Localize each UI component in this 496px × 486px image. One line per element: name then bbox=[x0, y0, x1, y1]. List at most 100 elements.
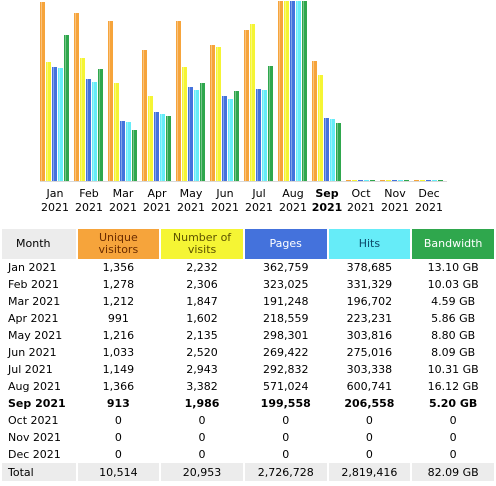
table-row: Jan 2021 1,356 2,232 362,759 378,685 13.10 GB bbox=[2, 259, 494, 276]
x-tick-month: Jan bbox=[46, 187, 64, 200]
bar-pages bbox=[52, 67, 57, 181]
bar-bandwidth bbox=[438, 180, 443, 181]
cell-unique-visitors: 1,366 bbox=[102, 380, 135, 393]
bar-highlight bbox=[161, 114, 162, 181]
monthly-history-chart: Jan2021Feb2021Mar2021Apr2021May2021Jun20… bbox=[40, 1, 447, 214]
cell-pages: 323,025 bbox=[262, 278, 309, 291]
bar-hits bbox=[262, 90, 267, 181]
bar-unique-visitors bbox=[312, 61, 317, 181]
bar-bandwidth bbox=[336, 123, 341, 181]
bar-highlight bbox=[47, 62, 48, 181]
bar-pages bbox=[222, 96, 227, 181]
bar-highlight bbox=[331, 119, 332, 181]
cell-visits: 0 bbox=[198, 414, 206, 427]
bar-hits bbox=[364, 180, 369, 181]
bar-unique-visitors bbox=[210, 45, 215, 181]
bar-hits bbox=[398, 180, 403, 181]
bar-pages bbox=[188, 87, 193, 181]
bar-visits bbox=[352, 180, 357, 181]
x-tick-year: 2021 bbox=[415, 201, 443, 214]
cell-pages: 0 bbox=[282, 414, 290, 427]
cell-hits: 331,329 bbox=[346, 278, 393, 291]
x-tick-year: 2021 bbox=[177, 201, 205, 214]
x-tick-month: Sep bbox=[315, 187, 338, 200]
cell-pages: 292,832 bbox=[262, 363, 309, 376]
cell-pages: 0 bbox=[282, 448, 290, 461]
cell-month: Aug 2021 bbox=[8, 380, 61, 393]
bar-highlight bbox=[303, 1, 304, 181]
bar-pages bbox=[256, 89, 261, 181]
bar-bandwidth bbox=[166, 116, 171, 181]
cell-month: Jun 2021 bbox=[8, 346, 57, 359]
cell-hits: 0 bbox=[365, 431, 373, 444]
cell-visits: 1,602 bbox=[186, 312, 218, 325]
bar-bandwidth bbox=[268, 66, 273, 181]
bar-unique-visitors bbox=[142, 50, 147, 181]
bar-highlight bbox=[115, 83, 116, 181]
bar-pages bbox=[290, 1, 295, 181]
bar-highlight bbox=[155, 112, 156, 181]
cell-unique-visitors: 1,216 bbox=[102, 329, 135, 342]
bar-highlight bbox=[53, 67, 54, 181]
bar-highlight bbox=[99, 69, 100, 181]
bar-unique-visitors bbox=[278, 1, 283, 181]
cell-month: Sep 2021 bbox=[8, 397, 66, 410]
bar-unique-visitors bbox=[74, 13, 79, 181]
table-row: Dec 2021 0 0 0 0 0 bbox=[2, 446, 494, 463]
cell-hits: 0 bbox=[365, 448, 373, 461]
cell-unique-visitors: 0 bbox=[114, 414, 122, 427]
cell-pages: 218,559 bbox=[262, 312, 309, 325]
table-header-row: Month Unique visitors Number of visits P… bbox=[2, 229, 494, 259]
bar-hits bbox=[432, 180, 437, 181]
cell-visits: 3,382 bbox=[186, 380, 218, 393]
header-pages: Pages bbox=[244, 229, 327, 259]
bar-pages bbox=[324, 118, 329, 181]
bar-highlight bbox=[75, 13, 76, 181]
bar-unique-visitors bbox=[176, 21, 181, 181]
cell-hits: 303,816 bbox=[346, 329, 393, 342]
x-tick-year: 2021 bbox=[75, 201, 103, 214]
bar-highlight bbox=[279, 1, 280, 181]
bar-bandwidth bbox=[404, 180, 409, 181]
bar-highlight bbox=[121, 121, 122, 181]
cell-bandwidth: 8.09 GB bbox=[431, 346, 476, 359]
table-row: Jun 2021 1,033 2,520 269,422 275,016 8.09 GB bbox=[2, 344, 494, 361]
bar-hits bbox=[160, 114, 165, 181]
bar-bandwidth bbox=[98, 69, 103, 181]
cell-visits: 2,135 bbox=[186, 329, 218, 342]
bar-bandwidth bbox=[370, 180, 375, 181]
cell-bandwidth: 4.59 GB bbox=[431, 295, 476, 308]
cell-visits: 2,943 bbox=[186, 363, 218, 376]
bar-bandwidth bbox=[64, 35, 69, 181]
cell-unique-visitors: 1,212 bbox=[102, 295, 135, 308]
bar-highlight bbox=[87, 79, 88, 181]
bar-highlight bbox=[263, 90, 264, 181]
bar-highlight bbox=[319, 75, 320, 181]
total-row: Total 10,514 20,953 2,726,728 2,819,416 … bbox=[2, 463, 494, 481]
cell-visits: 1,986 bbox=[184, 397, 220, 410]
bar-visits bbox=[318, 75, 323, 181]
table-row: Apr 2021 991 1,602 218,559 223,231 5.86 GB bbox=[2, 310, 494, 327]
bar-unique-visitors bbox=[108, 21, 113, 181]
bar-highlight bbox=[251, 24, 252, 181]
bar-pages bbox=[154, 112, 159, 181]
table-row: Feb 2021 1,278 2,306 323,025 331,329 10.03 GB bbox=[2, 276, 494, 293]
cell-bandwidth: 10.31 GB bbox=[427, 363, 479, 376]
table-row: Mar 2021 1,212 1,847 191,248 196,702 4.59 GB bbox=[2, 293, 494, 310]
cell-visits: 0 bbox=[198, 431, 206, 444]
x-tick-year: 2021 bbox=[347, 201, 375, 214]
bar-visits bbox=[148, 96, 153, 181]
bar-hits bbox=[58, 68, 63, 181]
bar-highlight bbox=[143, 50, 144, 181]
bar-unique-visitors bbox=[380, 180, 385, 181]
bar-highlight bbox=[41, 2, 42, 181]
bar-pages bbox=[358, 180, 363, 181]
cell-bandwidth: 0 bbox=[449, 448, 457, 461]
bar-highlight bbox=[59, 68, 60, 181]
bar-unique-visitors bbox=[244, 30, 249, 181]
cell-month: Apr 2021 bbox=[8, 312, 59, 325]
cell-month: Dec 2021 bbox=[8, 448, 61, 461]
x-tick-year: 2021 bbox=[143, 201, 171, 214]
cell-pages: 362,759 bbox=[262, 261, 309, 274]
x-tick-year: 2021 bbox=[312, 201, 343, 214]
